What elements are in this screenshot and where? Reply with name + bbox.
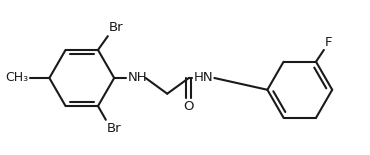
Text: Br: Br xyxy=(109,21,124,34)
Text: F: F xyxy=(325,36,332,49)
Text: CH₃: CH₃ xyxy=(6,71,29,84)
Text: NH: NH xyxy=(128,71,148,84)
Text: O: O xyxy=(184,100,194,113)
Text: HN: HN xyxy=(194,71,213,84)
Text: Br: Br xyxy=(107,122,121,135)
